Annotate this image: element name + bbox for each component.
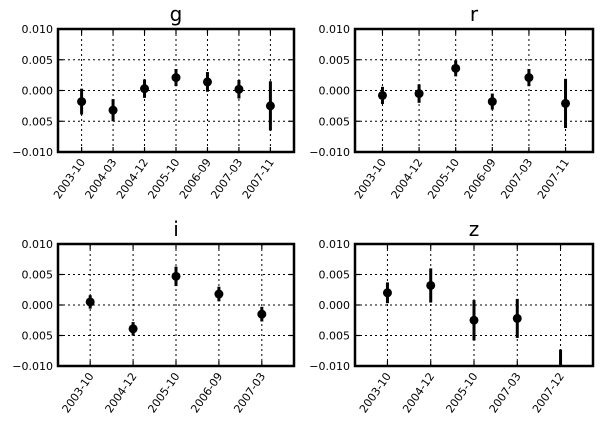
panel-title: z <box>469 217 480 241</box>
plot-frame <box>353 242 595 368</box>
x-tick-label: 2007-03 <box>231 370 268 415</box>
y-tick-label: −0.010 <box>309 360 350 373</box>
data-point <box>85 297 95 307</box>
data-point <box>377 90 387 100</box>
y-tick-label: 0.010 <box>319 238 351 251</box>
x-tick-label: 2007-11 <box>535 156 572 201</box>
y-tick-label: 0.005 <box>22 269 54 282</box>
y-tick-label: 0.005 <box>22 54 54 67</box>
y-tick-label: 0.005 <box>22 115 54 128</box>
data-point <box>487 97 497 107</box>
data-point <box>426 280 436 290</box>
y-tick-label: −0.010 <box>12 360 53 373</box>
y-tick-label: 0.005 <box>22 330 54 343</box>
x-tick-label: 2007-11 <box>240 156 277 201</box>
x-tick-label: 2005-10 <box>443 370 480 415</box>
data-point <box>414 89 424 99</box>
data-point <box>382 288 392 298</box>
y-tick-label: 0.010 <box>22 23 54 36</box>
y-tick-label: 0.010 <box>22 238 54 251</box>
y-tick-label: −0.010 <box>12 146 53 159</box>
x-tick-label: 2003-10 <box>352 156 389 201</box>
x-tick-label: 2007-03 <box>498 156 535 201</box>
x-tick-label: 2006-09 <box>188 370 225 415</box>
x-tick-label: 2005-10 <box>425 156 462 201</box>
x-tick-label: 2003-10 <box>357 370 394 415</box>
y-tick-label: 0.005 <box>319 269 351 282</box>
y-tick-label: 0.005 <box>319 54 351 67</box>
panel-title: g <box>170 2 183 26</box>
panel-g: g0.0100.0050.0000.005−0.0102003-102004-0… <box>12 2 296 201</box>
panel-title: r <box>470 2 479 26</box>
data-point <box>108 105 118 115</box>
data-point <box>512 313 522 323</box>
y-tick-label: 0.000 <box>22 85 54 98</box>
data-point <box>214 289 224 299</box>
x-tick-label: 2004-12 <box>389 156 426 201</box>
data-point <box>128 324 138 334</box>
y-tick-label: 0.000 <box>319 299 351 312</box>
y-tick-label: 0.000 <box>319 85 351 98</box>
data-point <box>257 309 267 319</box>
plot-frame <box>56 242 296 368</box>
x-tick-label: 2003-10 <box>60 370 97 415</box>
data-point <box>265 101 275 111</box>
data-point <box>140 84 150 94</box>
data-point <box>202 77 212 87</box>
y-tick-label: 0.000 <box>22 299 54 312</box>
y-tick-label: 0.010 <box>319 23 351 36</box>
data-point <box>234 84 244 94</box>
x-tick-label: 2005-10 <box>145 370 182 415</box>
panel-i: i 0.010 0.005 0.000 0.005 −0.010 2003-10 2004-1… <box>12 217 296 415</box>
data-point <box>524 73 534 83</box>
y-tick-label: 0.005 <box>319 115 351 128</box>
plot-frame <box>56 27 296 154</box>
x-tick-label: 2004-12 <box>400 370 437 415</box>
plot-frame <box>353 27 595 154</box>
x-tick-label: 2007-03 <box>487 370 524 415</box>
x-tick-label: 2006-09 <box>462 156 499 201</box>
data-point <box>77 97 87 107</box>
data-point <box>561 98 571 108</box>
x-tick-label: 2004-12 <box>103 370 140 415</box>
data-point <box>171 73 181 83</box>
data-point <box>171 271 181 281</box>
y-tick-label: 0.005 <box>319 330 351 343</box>
x-tick-label: 2007-12 <box>530 370 567 415</box>
y-tick-label: −0.010 <box>309 146 350 159</box>
data-point <box>451 63 461 73</box>
data-point <box>469 315 479 325</box>
panel-z: z 0.010 0.005 0.000 0.005 −0.010 2003-10 2004-1… <box>309 217 595 415</box>
panel-title: i <box>173 217 179 241</box>
